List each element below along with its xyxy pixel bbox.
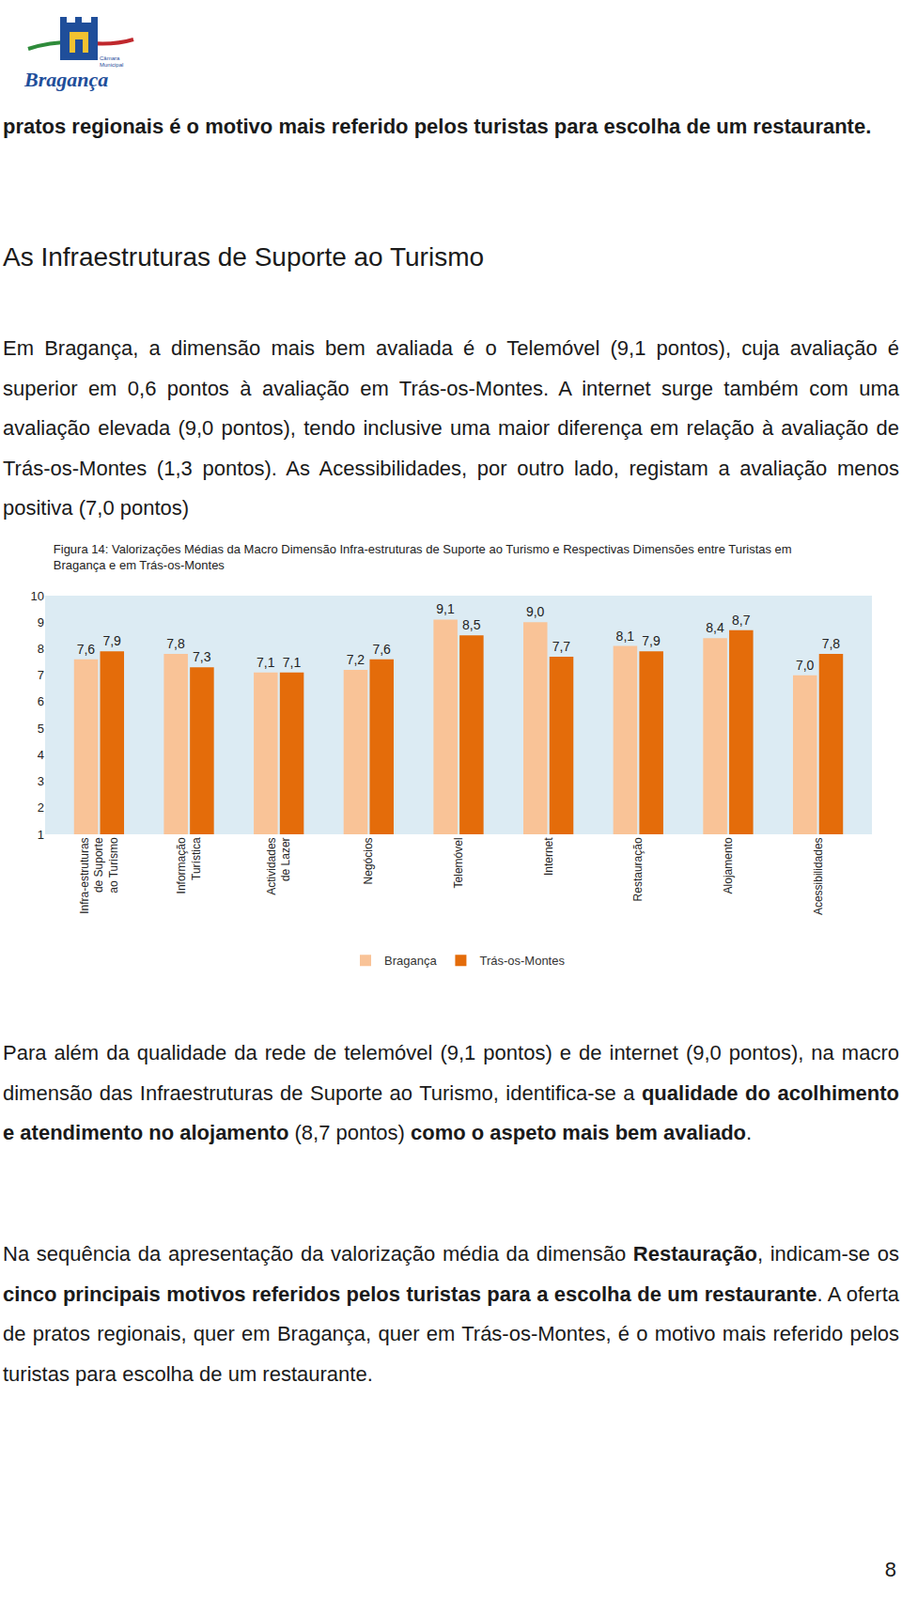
svg-text:7,6: 7,6 [77,641,96,657]
svg-text:Figura 14: Valorizações Médias: Figura 14: Valorizações Médias da Macro … [53,542,793,573]
html-text:8: 8 [884,1557,897,1582]
svg-text:7,2: 7,2 [346,652,366,668]
svg-text:Alojamento: Alojamento [721,837,735,894]
svg-text:7,9: 7,9 [641,633,661,649]
svg-text:8: 8 [37,641,45,656]
svg-text:7,7: 7,7 [552,638,572,654]
svg-text:InformaçãoTurística: InformaçãoTurística [174,837,203,894]
svg-text:7,6: 7,6 [372,641,391,657]
svg-text:7,1: 7,1 [256,654,276,670]
svg-text:8,1: 8,1 [616,628,636,644]
svg-text:Acessibilidades: Acessibilidades [811,837,825,916]
html-text:cinco principais motivos refer: cinco principais motivos referidos pelos… [2,1282,900,1386]
html-text:Para além da qualidade da rede: Para além da qualidade da rede de telemó… [2,1041,900,1145]
svg-text:8,5: 8,5 [462,617,482,633]
svg-text:Infra-estruturasde Suporteao T: Infra-estruturasde Suporteao Turismo [77,837,121,915]
svg-text:8,4: 8,4 [705,620,725,636]
svg-text:7,0: 7,0 [795,657,815,673]
svg-text:7,9: 7,9 [102,633,122,649]
svg-text:Negócios: Negócios [361,837,375,885]
svg-text:Actividadesde Lazer: Actividadesde Lazer [264,837,294,895]
svg-text:Trás-os-Montes: Trás-os-Montes [479,953,565,968]
svg-text:Bragança: Bragança [384,953,437,968]
svg-text:3: 3 [37,774,45,789]
svg-text:5: 5 [37,721,45,736]
svg-text:Internet: Internet [542,837,556,876]
svg-text:9,1: 9,1 [435,601,455,617]
svg-text:7,8: 7,8 [822,636,841,652]
html-text:As Infraestruturas de Suporte: As Infraestruturas de Suporte ao Turismo [2,242,484,272]
svg-text:9: 9 [37,615,45,630]
html-text:Na sequência da apresentação d: Na sequência da apresentação da valoriza… [2,1242,900,1266]
svg-text:2: 2 [37,800,45,815]
svg-text:6: 6 [37,694,45,709]
html-text:Em Bragança, a dimensão mais b: Em Bragança, a dimensão mais bem avaliad… [2,336,900,520]
svg-text:7: 7 [37,668,45,683]
html-text:pratos regionais é o motivo ma: pratos regionais é o motivo mais referid… [2,114,872,139]
svg-text:8,7: 8,7 [731,612,751,628]
svg-text:7,8: 7,8 [166,636,186,652]
svg-text:9,0: 9,0 [526,604,545,620]
svg-text:4: 4 [37,747,45,763]
svg-text:CâmaraMunicipal: CâmaraMunicipal [99,55,124,68]
svg-text:Telemóvel: Telemóvel [451,837,466,888]
svg-text:Restauração: Restauração [631,837,645,902]
svg-text:Bragança: Bragança [23,67,109,92]
svg-text:7,1: 7,1 [282,654,302,670]
svg-text:10: 10 [31,589,45,604]
svg-text:1: 1 [37,827,45,842]
svg-text:7,3: 7,3 [192,649,212,665]
